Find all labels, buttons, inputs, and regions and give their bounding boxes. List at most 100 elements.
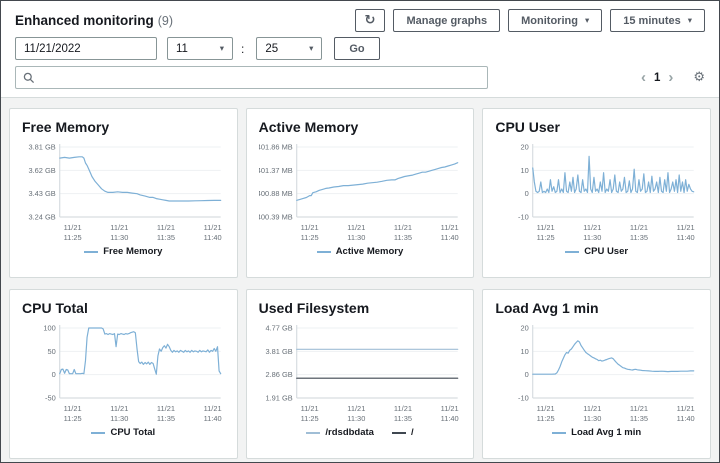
x-tick-label: 11:25 (300, 414, 318, 423)
legend-dash-icon (306, 431, 321, 434)
chart-plot: 4.77 GB 3.81 GB 2.86 GB 1.91 GB 11/21 11:25 11… (265, 323, 458, 423)
refresh-icon: ↻ (364, 13, 376, 28)
monitoring-dropdown[interactable]: Monitoring ▾ (508, 9, 603, 32)
legend-label: / (410, 427, 414, 438)
x-tick-label: 11/21 (394, 223, 412, 232)
monitoring-label: Monitoring (521, 14, 578, 27)
chevron-down-icon: ▾ (687, 15, 692, 26)
hour-select[interactable]: 11 ▾ (167, 37, 233, 60)
legend-item: CPU Total (91, 427, 155, 438)
y-tick-label: 3.81 GB (265, 347, 292, 356)
legend-item: /rdsdbdata (306, 427, 374, 438)
search-icon (23, 71, 35, 89)
y-tick-label: 1.91 GB (265, 393, 292, 402)
y-tick-label: 2.86 GB (265, 370, 292, 379)
y-tick-label: -10 (518, 212, 529, 221)
chevron-left-icon[interactable]: ‹ (640, 69, 646, 86)
chevron-right-icon[interactable]: › (668, 69, 674, 86)
x-tick-label: 11:30 (584, 233, 602, 242)
y-tick-label: 401.37 MB (259, 166, 293, 175)
x-tick-label: 11/21 (347, 404, 365, 413)
legend-label: Active Memory (335, 246, 404, 257)
chart-legend: Load Avg 1 min (495, 427, 698, 438)
y-tick-label: 401.86 MB (259, 142, 293, 151)
x-tick-label: 11/21 (347, 223, 365, 232)
manage-graphs-button[interactable]: Manage graphs (393, 9, 501, 32)
y-tick-label: 3.62 GB (28, 166, 55, 175)
x-tick-label: 11/21 (537, 404, 555, 413)
minute-value: 25 (265, 42, 279, 55)
x-tick-label: 11/21 (584, 404, 602, 413)
x-tick-label: 11/21 (584, 223, 602, 232)
chart-title: Used Filesystem (258, 300, 370, 316)
x-tick-label: 11/21 (110, 404, 128, 413)
chart-card-used-filesystem[interactable]: Used Filesystem 4.77 GB 3.81 GB 2.86 GB 1.9… (245, 289, 475, 459)
y-tick-label: 0 (525, 370, 529, 379)
interval-label: 15 minutes (623, 14, 681, 27)
chart-card-active-memory[interactable]: Active Memory 401.86 MB 401.37 MB 400.88 M… (245, 108, 475, 278)
chart-plot: 20100-1011/2111:2511/2111:3011/2111:3511… (518, 142, 695, 242)
panel-header: Enhanced monitoring (9) ↻ Manage graphs … (1, 1, 719, 98)
x-tick-label: 11:30 (347, 414, 365, 423)
refresh-button[interactable]: ↻ (354, 9, 386, 32)
chart-card-load-avg-1-min[interactable]: Load Avg 1 min 20 10 0 -10 11/21 11:25 11/21 11… (482, 289, 711, 459)
x-tick-label: 11:35 (394, 414, 412, 423)
graph-count-badge: (9) (157, 13, 174, 28)
x-tick-label: 11/21 (677, 404, 695, 413)
legend-item: Active Memory (316, 246, 404, 257)
chart-plot: 3.81 GB3.62 GB3.43 GB3.24 GB11/2111:2511… (28, 142, 222, 242)
chart-title: CPU Total (22, 300, 88, 316)
x-tick-label: 11/21 (440, 223, 458, 232)
x-tick-label: 11:25 (64, 233, 82, 242)
legend-label: Free Memory (103, 246, 163, 257)
interval-dropdown[interactable]: 15 minutes ▾ (610, 9, 705, 32)
y-tick-label: 3.43 GB (28, 189, 55, 198)
y-tick-label: 4.77 GB (265, 323, 292, 332)
legend-item: CPU User (565, 246, 628, 257)
x-tick-label: 11/21 (677, 223, 695, 232)
legend-label: CPU Total (110, 427, 156, 438)
pagination: ‹ 1 › ⚙ (633, 70, 705, 85)
chart-card-cpu-user[interactable]: CPU User 20 10 0 -10 11/21 11:25 11/21 11:30 11/… (482, 108, 711, 278)
y-tick-label: 20 (521, 323, 529, 332)
x-tick-label: 11:30 (347, 233, 365, 242)
legend-dash-icon (84, 250, 99, 253)
chart-title: Active Memory (258, 119, 359, 135)
chart-legend: Active Memory (259, 246, 462, 257)
x-tick-label: 11:25 (537, 414, 555, 423)
hour-value: 11 (176, 42, 188, 55)
chevron-down-icon: ▾ (219, 43, 224, 54)
page-title: Enhanced monitoring (15, 13, 154, 28)
y-tick-label: 400.88 MB (259, 189, 293, 198)
x-tick-label: 11:40 (677, 233, 695, 242)
x-tick-label: 11:25 (537, 233, 555, 242)
y-tick-label: -10 (518, 393, 529, 402)
x-tick-label: 11:25 (64, 414, 82, 423)
chart-legend: CPU User (495, 246, 698, 257)
x-tick-label: 11:35 (630, 414, 648, 423)
x-tick-label: 11:40 (204, 414, 222, 423)
legend-dash-icon (91, 431, 106, 434)
y-tick-label: 0 (525, 189, 529, 198)
chart-title: CPU User (495, 119, 560, 135)
date-field[interactable] (15, 37, 157, 60)
search-input[interactable] (15, 66, 488, 89)
chart-card-cpu-total[interactable]: CPU Total 100 50 0 -50 11/21 11:25 11/21 11:30 1… (9, 289, 238, 459)
chart-card-free-memory[interactable]: Free Memory 3.81 GB 3.62 GB 3.43 GB 3.24 GB… (9, 108, 238, 278)
legend-dash-icon (391, 431, 406, 434)
legend-item: Load Avg 1 min (552, 427, 641, 438)
chart-plot: 100500-5011/2111:2511/2111:3011/2111:351… (43, 323, 222, 423)
x-tick-label: 11/21 (64, 404, 82, 413)
minute-select[interactable]: 25 ▾ (256, 37, 323, 60)
y-tick-label: 3.81 GB (28, 142, 55, 151)
charts-grid: Free Memory 3.81 GB 3.62 GB 3.43 GB 3.24 GB… (1, 98, 719, 462)
x-tick-label: 11:40 (204, 233, 222, 242)
chart-plot: 401.86 MB 401.37 MB 400.88 MB 400.39 MB 11/2… (259, 142, 459, 242)
x-tick-label: 11/21 (204, 404, 222, 413)
x-tick-label: 11/21 (440, 404, 458, 413)
gear-icon[interactable]: ⚙ (693, 70, 705, 85)
legend-dash-icon (565, 250, 580, 253)
go-button[interactable]: Go (334, 37, 380, 60)
legend-item: / (391, 427, 414, 438)
